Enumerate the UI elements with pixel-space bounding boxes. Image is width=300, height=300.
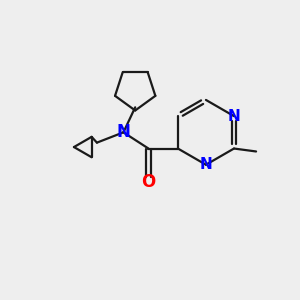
Text: O: O [141, 173, 156, 191]
Text: N: N [228, 109, 240, 124]
Text: N: N [116, 123, 130, 141]
Text: N: N [200, 157, 212, 172]
